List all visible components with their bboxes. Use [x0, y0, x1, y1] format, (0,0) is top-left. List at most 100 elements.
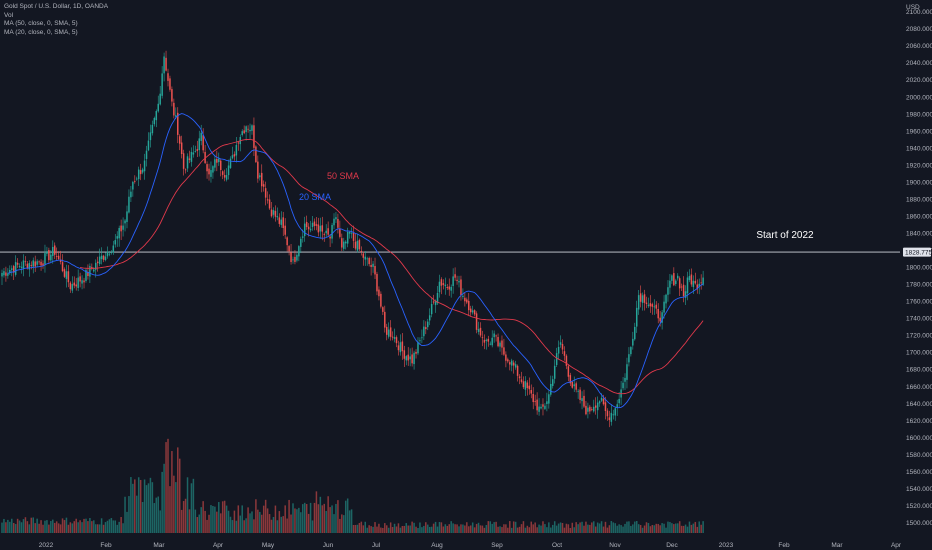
volume-bar — [319, 496, 322, 533]
volume-bar — [36, 518, 38, 533]
volume-bar — [561, 522, 564, 533]
volume-bar — [505, 524, 507, 533]
candle-body — [448, 286, 450, 290]
candle-body — [223, 175, 226, 178]
volume-bar — [417, 527, 419, 533]
candle-body — [411, 354, 413, 364]
candle-body — [403, 350, 406, 359]
ma50-legend[interactable]: MA (50, close, 0, SMA, 5) — [4, 20, 78, 28]
volume-bar — [147, 483, 150, 533]
candle-body — [686, 277, 689, 294]
volume-bar — [583, 525, 585, 533]
volume-bar — [362, 525, 365, 533]
candle-body — [401, 341, 404, 352]
candle-body — [339, 228, 341, 237]
volume-bar — [202, 501, 204, 533]
time-tick-label: Jul — [372, 542, 381, 549]
candle-body — [149, 132, 152, 141]
volume-bar — [325, 510, 327, 533]
price-tick-label: 1700.000 — [906, 350, 932, 357]
candle-body — [497, 337, 499, 347]
volume-bar — [372, 526, 374, 533]
volume-bar — [241, 505, 243, 533]
volume-bar — [632, 524, 634, 533]
volume-bar — [307, 513, 310, 533]
candle-body — [450, 286, 452, 291]
volume-bar — [136, 495, 138, 533]
volume-bar — [14, 524, 17, 533]
candle-body — [79, 276, 81, 282]
candle-body — [329, 236, 331, 239]
volume-bar — [118, 521, 120, 533]
volume-bar — [612, 522, 615, 533]
volume-bar — [569, 527, 572, 533]
candle-body — [579, 389, 581, 400]
candle-body — [684, 291, 687, 298]
volume-bar — [641, 527, 644, 533]
volume-bar — [216, 511, 218, 533]
candle-body — [427, 321, 429, 328]
volume-bar — [520, 524, 523, 533]
candle-body — [378, 289, 380, 297]
candle-body — [538, 406, 540, 412]
volume-bar — [475, 523, 478, 533]
candle-body — [573, 384, 575, 387]
volume-bar — [669, 522, 671, 533]
volume-bar — [87, 521, 89, 533]
volume-bar — [413, 522, 415, 533]
volume-bar — [77, 522, 79, 533]
ma20-legend[interactable]: MA (20, close, 0, SMA, 5) — [4, 28, 78, 36]
candle-body — [290, 252, 292, 262]
candle-body — [571, 381, 574, 388]
volume-bar — [573, 527, 575, 533]
candle-body — [155, 111, 158, 121]
volume-bar — [167, 438, 169, 533]
volume-bar — [255, 499, 257, 533]
candle-body — [514, 364, 517, 368]
candle-body — [626, 364, 628, 380]
volume-bar — [91, 521, 93, 533]
volume-bar — [149, 477, 152, 533]
candle-body — [413, 352, 415, 365]
volume-bar — [473, 527, 476, 533]
candle-body — [24, 261, 27, 263]
candle-body — [167, 73, 169, 81]
volume-bar — [460, 524, 462, 533]
volume-bar — [591, 522, 593, 533]
price-tick-label: 1720.000 — [906, 333, 932, 340]
volume-bar — [20, 522, 23, 533]
candle-body — [700, 282, 702, 284]
volume-bar — [682, 525, 685, 533]
candle-body — [522, 381, 525, 388]
candle-body — [122, 225, 124, 230]
price-tick-label: 1500.000 — [906, 520, 932, 527]
volume-bar — [122, 523, 124, 533]
candle-body — [546, 401, 548, 404]
volume-bar — [430, 526, 433, 533]
volume-bar — [540, 525, 542, 533]
volume-bar — [3, 518, 5, 533]
symbol-title[interactable]: Gold Spot / U.S. Dollar, 1D, OANDA — [4, 3, 109, 10]
candle-body — [468, 300, 470, 311]
volume-bar — [343, 515, 345, 533]
volume-bar — [243, 520, 245, 533]
volume-bar — [169, 486, 171, 533]
time-axis[interactable]: 2022 Feb Mar Apr May Jun Jul Aug Sep Oct Nov Dec 202… — [39, 542, 902, 549]
candle-body — [309, 228, 312, 231]
candle-body — [452, 276, 454, 287]
candle-body — [567, 366, 570, 377]
volume-bar — [298, 507, 300, 533]
volume-bar — [507, 527, 509, 533]
candle-body — [555, 353, 558, 366]
candle-body — [641, 295, 644, 303]
candle-body — [75, 284, 77, 287]
volume-legend[interactable]: Vol — [4, 11, 14, 19]
candle-body — [36, 261, 38, 265]
candle-body — [294, 256, 296, 262]
candle-body — [509, 362, 511, 365]
volume-bar — [264, 499, 267, 533]
candle-body — [507, 359, 509, 362]
